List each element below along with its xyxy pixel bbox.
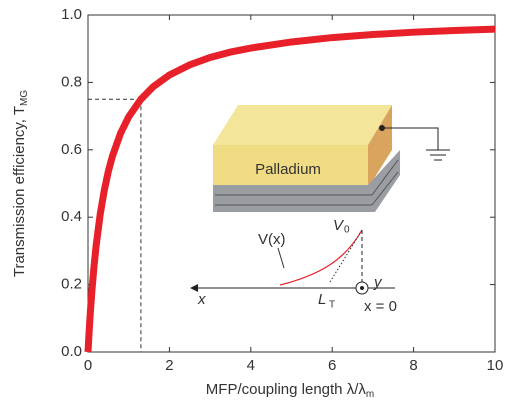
block-label: Palladium (255, 161, 321, 178)
block-top (213, 105, 392, 145)
x-tick-label: 4 (247, 357, 255, 374)
x-label: x (197, 291, 206, 308)
block-front (213, 145, 368, 185)
y-label-sub: MG (19, 90, 30, 106)
potential-curve (279, 229, 363, 286)
x-tick-label: 0 (84, 357, 92, 374)
inset: Palladium x y x = 0 L T V(x) V 0 (190, 105, 450, 315)
y-tick-label: 0.4 (61, 208, 82, 225)
y-axis-dot (360, 286, 364, 290)
y-tick-label: 0.0 (61, 343, 82, 360)
block-side (368, 105, 392, 188)
y-label: y (373, 274, 383, 291)
lt-sub: T (329, 300, 335, 311)
x-tick-label: 6 (328, 357, 336, 374)
arrow-head (190, 284, 198, 292)
origin-label: x = 0 (364, 298, 397, 315)
y-tick-label: 0.6 (61, 141, 82, 158)
x-tick-label: 10 (487, 357, 504, 374)
y-tick-label: 0.2 (61, 276, 82, 293)
graphene (213, 150, 400, 212)
lt-label: L (318, 291, 326, 308)
x-tick-label: 8 (409, 357, 417, 374)
ground-wire (382, 127, 439, 150)
x-label-main: MFP/coupling length λ/λ (206, 381, 367, 398)
plot-frame (87, 14, 496, 353)
x-label-sub: m (366, 389, 374, 400)
pointer (277, 247, 285, 269)
v0-sub: 0 (344, 225, 350, 236)
x-tick-label: 2 (165, 357, 173, 374)
data-line (84, 25, 496, 353)
y-tick-label: 1.0 (61, 6, 82, 23)
potential-label: V(x) (258, 231, 286, 248)
y-tick-label: 0.8 (61, 73, 82, 90)
y-label-main: Transmission efficiency, T (11, 106, 28, 277)
v0-label: V (333, 217, 345, 234)
x-axis-label: MFP/coupling length λ/λm (206, 381, 374, 400)
y-axis-label: Transmission efficiency, TMG (11, 90, 30, 278)
lattice (215, 159, 399, 206)
